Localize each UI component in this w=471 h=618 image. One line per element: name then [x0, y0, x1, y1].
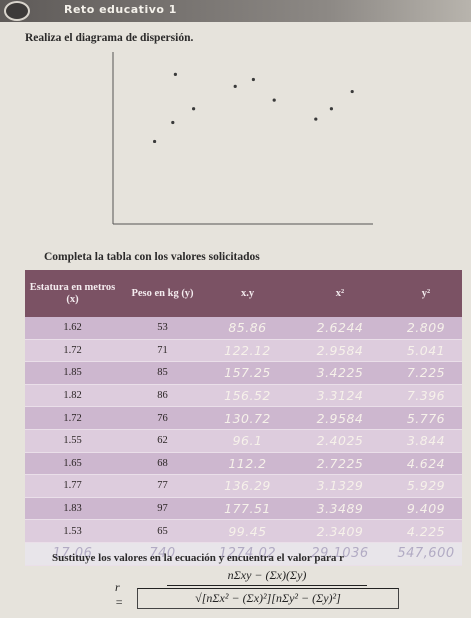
table-cell: 2.3409 — [290, 519, 390, 543]
table-cell: 5.776 — [390, 406, 462, 430]
table-cell: 4.624 — [390, 452, 462, 476]
table-cell: 130.72 — [205, 406, 290, 430]
table-row: 1.53 65 99.45 2.3409 4.225 — [25, 519, 462, 543]
table-cell: 112.2 — [205, 452, 290, 476]
table-cell: 2.4025 — [290, 429, 390, 453]
column-header: Peso en kg (y) — [120, 270, 205, 317]
table-row: 1.72 71 122.12 2.9584 5.041 — [25, 339, 462, 363]
table-row: 1.55 62 96.1 2.4025 3.844 — [25, 429, 462, 453]
point — [314, 117, 318, 121]
total-cell: 740 — [120, 542, 205, 566]
table-cell: 5.041 — [390, 339, 462, 363]
banner: Reto educativo 1 — [0, 0, 471, 22]
instruction: Realiza el diagrama de dispersión. — [25, 32, 194, 44]
table-cell: 7.396 — [390, 384, 462, 408]
table-cell: 2.7225 — [290, 452, 390, 476]
point — [153, 139, 157, 144]
table-row: 1.77 77 136.29 3.1329 5.929 — [25, 474, 462, 498]
table-row: 1.83 97 177.51 3.3489 9.409 — [25, 497, 462, 521]
table-cell: 76 — [120, 406, 205, 430]
table-body: 1.62 53 85.86 2.6244 2.809 1.72 71 122.12 2.9584… — [25, 317, 462, 566]
table-cell: 71 — [120, 339, 205, 363]
scatter-plot — [112, 52, 373, 225]
table-cell: 1.72 — [25, 339, 120, 363]
table-cell: 7.225 — [390, 361, 462, 385]
table-cell: 157.25 — [205, 361, 290, 385]
point — [350, 89, 354, 94]
table-cell: 68 — [120, 452, 205, 476]
totals-row: 17.06 740 1274.02 29.1036 547,600 — [25, 542, 462, 566]
table-cell: 177.51 — [205, 497, 290, 521]
point — [272, 98, 276, 102]
total-cell: 547,600 — [390, 542, 462, 566]
table-cell: 3.1329 — [290, 474, 390, 498]
table-cell: 156.52 — [205, 384, 290, 408]
point — [233, 84, 237, 88]
table-cell: 2.9584 — [290, 339, 390, 363]
total-cell: 17.06 — [25, 542, 120, 566]
table-row: 1.62 53 85.86 2.6244 2.809 — [25, 317, 462, 340]
point — [329, 107, 333, 111]
table-cell: 1.55 — [25, 429, 120, 453]
table-cell: 2.6244 — [290, 317, 390, 340]
total-cell: 1274.02 — [205, 542, 290, 566]
table-cell: 85.86 — [205, 317, 290, 340]
table-cell: 1.53 — [25, 519, 120, 543]
table-cell: 65 — [120, 519, 205, 543]
table-cell: 1.65 — [25, 452, 120, 476]
total-cell: 29.1036 — [290, 542, 390, 566]
table-cell: 86 — [120, 384, 205, 408]
table-cell: 136.29 — [205, 474, 290, 498]
table-cell: 99.45 — [205, 519, 290, 543]
table-cell: 97 — [120, 497, 205, 521]
column-header: y² — [390, 270, 462, 317]
table-row: 1.82 86 156.52 3.3124 7.396 — [25, 384, 462, 408]
table-cell: 1.62 — [25, 317, 120, 340]
table-row: 1.85 85 157.25 3.4225 7.225 — [25, 361, 462, 385]
table-cell: 1.82 — [25, 384, 120, 408]
table-cell: 3.3489 — [290, 497, 390, 521]
instruction: Sustituye los valores en la ecuación y e… — [52, 552, 344, 564]
formula-lhs: r = — [115, 580, 124, 609]
table-cell: 5.929 — [390, 474, 462, 498]
table-cell: 1.72 — [25, 406, 120, 430]
point — [192, 107, 196, 111]
instruction: Completa la tabla con los valores solici… — [44, 251, 260, 263]
point — [171, 120, 175, 125]
table-cell: 2.9584 — [290, 406, 390, 430]
table-cell: 3.844 — [390, 429, 462, 453]
column-header: x.y — [205, 270, 290, 317]
table-cell: 1.77 — [25, 474, 120, 498]
table-cell: 9.409 — [390, 497, 462, 521]
table-cell: 96.1 — [205, 429, 290, 453]
column-header: x² — [290, 270, 390, 317]
table-cell: 62 — [120, 429, 205, 453]
table-row: 1.72 76 130.72 2.9584 5.776 — [25, 406, 462, 430]
formula-numerator: nΣxy − (Σx)(Σy) — [167, 568, 367, 586]
data-table: Estatura en metros (x) Peso en kg (y) x.y x… — [25, 270, 462, 566]
point — [251, 77, 255, 82]
point — [173, 72, 177, 76]
formula-denominator: √[nΣx² − (Σx)²][nΣy² − (Σy)²] — [137, 588, 399, 609]
table-cell: 3.4225 — [290, 361, 390, 385]
table-cell: 2.809 — [390, 317, 462, 340]
table-row: 1.65 68 112.2 2.7225 4.624 — [25, 452, 462, 476]
table-cell: 53 — [120, 317, 205, 340]
table-cell: 1.85 — [25, 361, 120, 385]
banner-icon — [4, 1, 30, 21]
table-cell: 3.3124 — [290, 384, 390, 408]
banner-title: Reto educativo 1 — [64, 3, 177, 16]
table-cell: 4.225 — [390, 519, 462, 543]
table-cell: 85 — [120, 361, 205, 385]
table-cell: 77 — [120, 474, 205, 498]
header-row: Estatura en metros (x) Peso en kg (y) x.y x… — [25, 270, 462, 317]
table-cell: 122.12 — [205, 339, 290, 363]
column-header: Estatura en metros (x) — [25, 270, 120, 317]
table-cell: 1.83 — [25, 497, 120, 521]
